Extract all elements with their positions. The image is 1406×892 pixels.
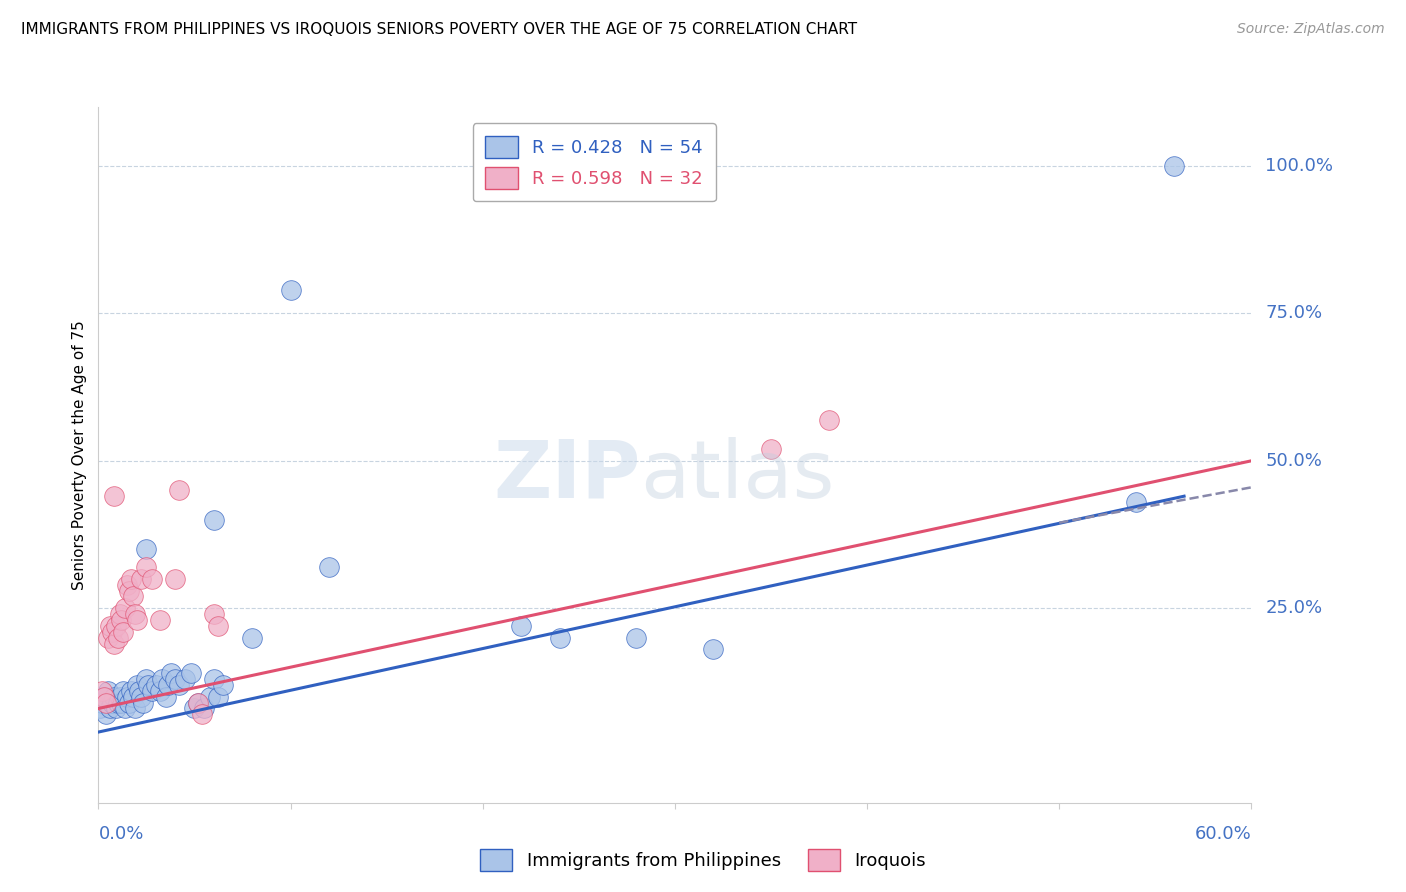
Point [93, 690, 115, 704]
Point [118, 583, 141, 598]
Point [101, 696, 124, 710]
Point [89, 701, 111, 715]
Legend: Immigrants from Philippines, Iroquois: Immigrants from Philippines, Iroquois [472, 842, 934, 879]
Point [128, 683, 150, 698]
Point [1125, 495, 1147, 509]
Point [112, 624, 135, 639]
Point [120, 572, 142, 586]
Point [180, 666, 202, 681]
Point [202, 513, 225, 527]
Point [702, 642, 724, 657]
Point [108, 690, 131, 704]
Point [167, 483, 190, 498]
Point [138, 678, 160, 692]
Point [759, 442, 782, 456]
Point [103, 690, 125, 704]
Point [131, 696, 153, 710]
Point [817, 412, 839, 426]
Point [183, 701, 205, 715]
Point [125, 613, 148, 627]
Point [94, 707, 117, 722]
Point [97, 631, 120, 645]
Point [156, 678, 179, 692]
Point [114, 601, 136, 615]
Point [135, 542, 157, 557]
Point [135, 560, 157, 574]
Point [117, 577, 138, 591]
Point [207, 619, 229, 633]
Point [104, 701, 127, 715]
Point [149, 613, 172, 627]
Point [122, 590, 145, 604]
Point [135, 672, 157, 686]
Point [150, 672, 173, 686]
Point [626, 631, 648, 645]
Point [93, 690, 115, 704]
Point [141, 683, 163, 698]
Point [212, 678, 235, 692]
Point [548, 631, 571, 645]
Point [198, 690, 221, 704]
Text: 0.0%: 0.0% [98, 825, 143, 843]
Point [202, 672, 225, 686]
Point [167, 678, 190, 692]
Point [280, 283, 302, 297]
Point [101, 624, 124, 639]
Point [141, 572, 163, 586]
Text: ZIP: ZIP [494, 437, 640, 515]
Text: 75.0%: 75.0% [1265, 304, 1323, 322]
Point [94, 696, 117, 710]
Point [240, 631, 263, 645]
Point [103, 489, 125, 503]
Point [120, 683, 142, 698]
Point [129, 572, 152, 586]
Point [174, 672, 197, 686]
Point [145, 678, 167, 692]
Point [114, 701, 136, 715]
Point [98, 701, 121, 715]
Point [160, 666, 183, 681]
Text: IMMIGRANTS FROM PHILIPPINES VS IROQUOIS SENIORS POVERTY OVER THE AGE OF 75 CORRE: IMMIGRANTS FROM PHILIPPINES VS IROQUOIS … [21, 22, 858, 37]
Point [1163, 159, 1185, 173]
Point [112, 683, 135, 698]
Point [108, 607, 131, 621]
Point [103, 637, 125, 651]
Text: 100.0%: 100.0% [1265, 157, 1333, 175]
Point [510, 619, 533, 633]
Point [110, 696, 132, 710]
Point [98, 619, 121, 633]
Point [104, 619, 127, 633]
Point [91, 683, 114, 698]
Point [107, 696, 129, 710]
Point [118, 696, 141, 710]
Text: 60.0%: 60.0% [1195, 825, 1251, 843]
Point [202, 607, 225, 621]
Point [191, 707, 214, 722]
Point [110, 613, 132, 627]
Point [187, 696, 209, 710]
Point [125, 678, 148, 692]
Point [187, 696, 209, 710]
Point [193, 701, 215, 715]
Point [155, 690, 177, 704]
Point [149, 683, 172, 698]
Point [91, 696, 114, 710]
Text: Source: ZipAtlas.com: Source: ZipAtlas.com [1237, 22, 1385, 37]
Point [117, 690, 138, 704]
Point [107, 631, 129, 645]
Point [124, 701, 146, 715]
Point [97, 683, 120, 698]
Text: 50.0%: 50.0% [1265, 452, 1322, 470]
Point [318, 560, 340, 574]
Point [207, 690, 229, 704]
Y-axis label: Seniors Poverty Over the Age of 75: Seniors Poverty Over the Age of 75 [72, 320, 87, 590]
Text: atlas: atlas [640, 437, 835, 515]
Text: 25.0%: 25.0% [1265, 599, 1323, 617]
Point [165, 572, 187, 586]
Point [122, 690, 145, 704]
Point [165, 672, 187, 686]
Point [124, 607, 146, 621]
Legend: R = 0.428   N = 54, R = 0.598   N = 32: R = 0.428 N = 54, R = 0.598 N = 32 [472, 123, 716, 202]
Point [129, 690, 152, 704]
